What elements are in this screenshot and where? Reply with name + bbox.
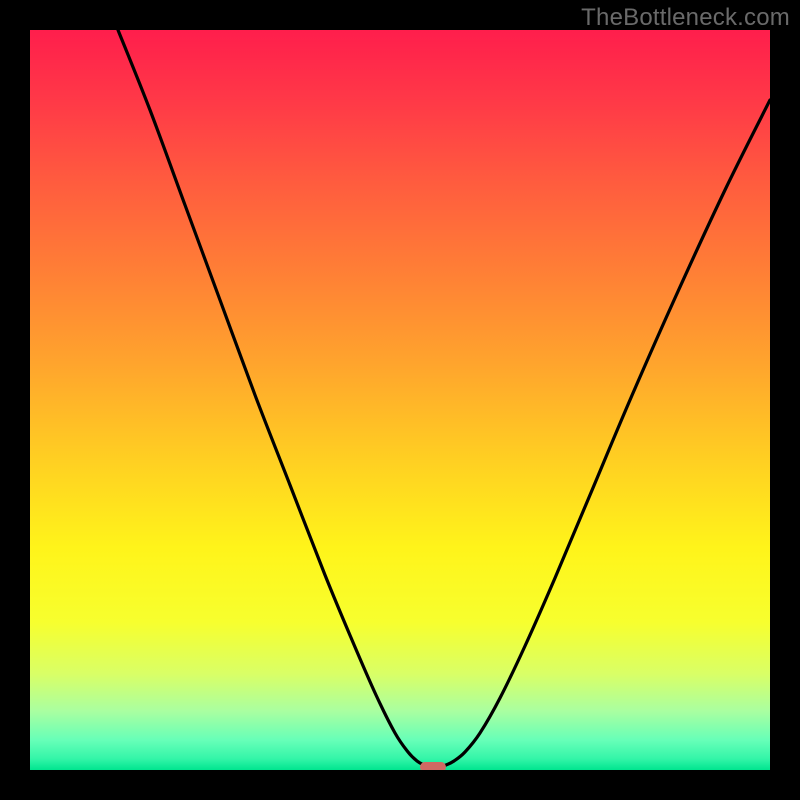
- optimum-marker: [420, 762, 446, 770]
- plot-svg: [30, 30, 770, 770]
- watermark-text: TheBottleneck.com: [581, 4, 790, 32]
- plot-background: [30, 30, 770, 770]
- bottleneck-plot: [30, 30, 770, 770]
- chart-stage: TheBottleneck.com: [0, 0, 800, 800]
